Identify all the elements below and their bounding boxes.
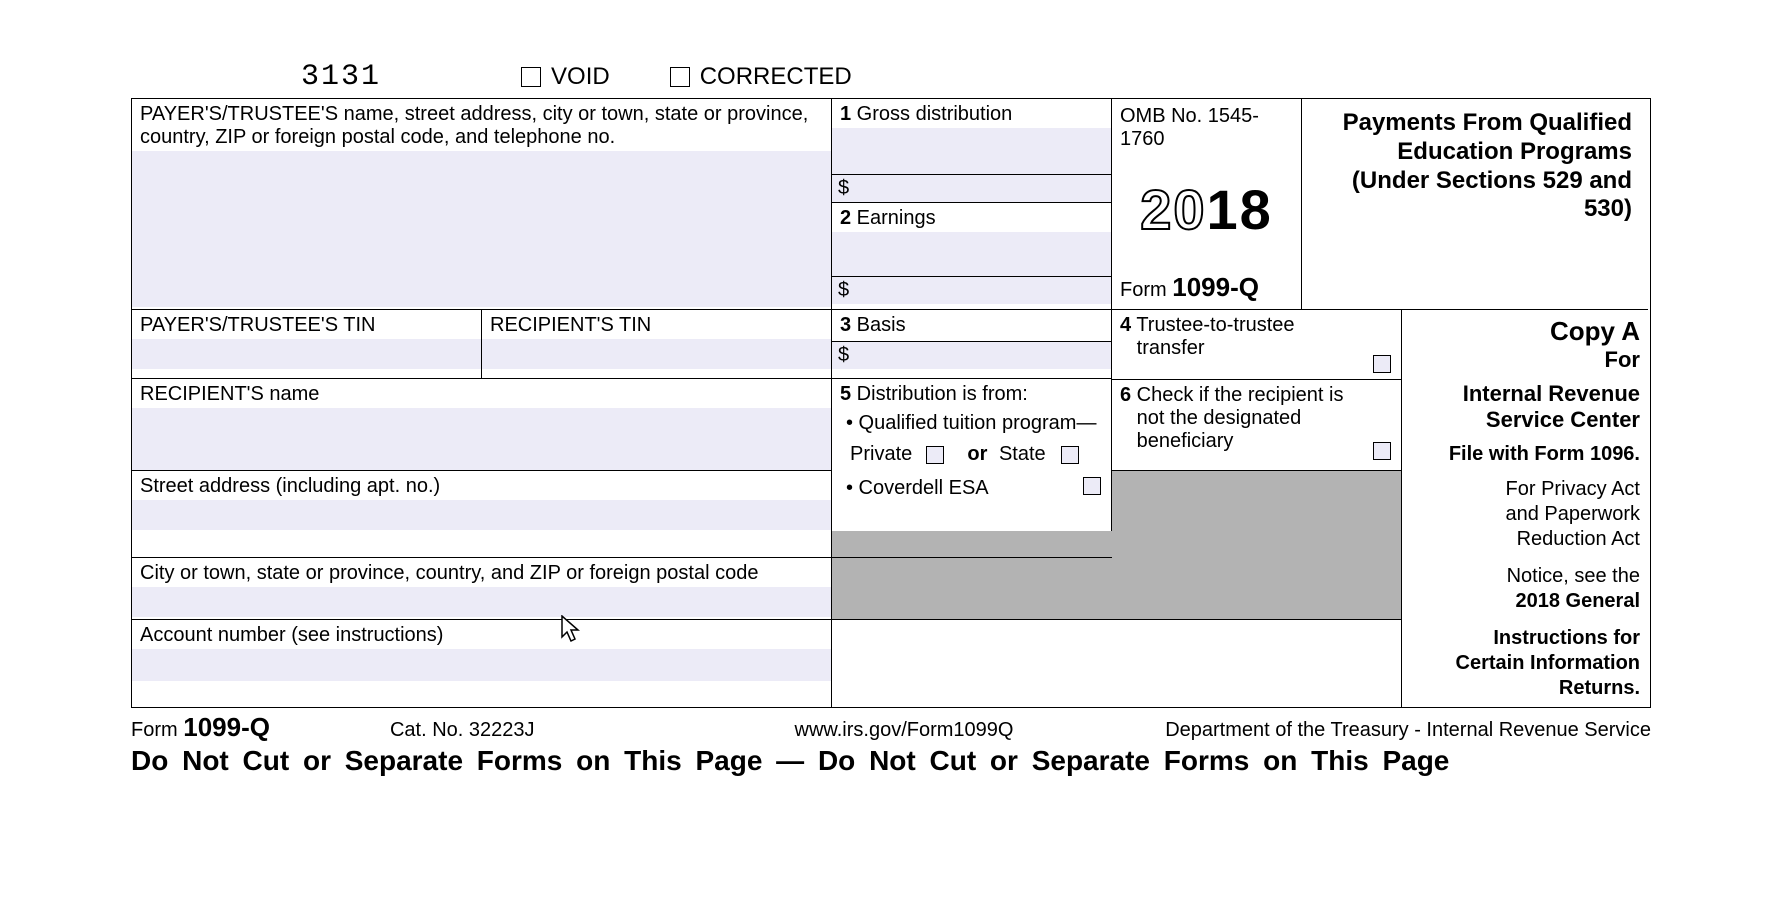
footer-form-num: 1099-Q: [183, 712, 270, 743]
box3-label: 3 Basis: [832, 310, 1111, 339]
file-with-label: File with Form 1096.: [1410, 443, 1640, 466]
instructions-text-2: Notice, see the2018 General: [1402, 558, 1648, 620]
box6-checkbox[interactable]: [1373, 442, 1391, 460]
box5-coverdell-label: • Coverdell ESA: [840, 477, 989, 499]
ocr-number: 3131: [301, 60, 381, 94]
box5-state-checkbox[interactable]: [1061, 446, 1079, 464]
box6-label: 6 Check if the recipient is not the desi…: [1120, 384, 1393, 453]
box5-private-state-row: Private or State: [840, 443, 1103, 466]
payer-address-label: PAYER'S/TRUSTEE'S name, street address, …: [132, 99, 831, 151]
void-label: VOID: [551, 63, 610, 91]
city-label: City or town, state or province, country…: [132, 558, 831, 587]
box5-label: 5 Distribution is from:: [840, 383, 1103, 406]
form-number-cell: Form 1099-Q: [1120, 272, 1293, 303]
void-checkbox[interactable]: [521, 67, 541, 87]
form-grid: PAYER'S/TRUSTEE'S name, street address, …: [131, 98, 1651, 708]
box5-private-checkbox[interactable]: [926, 446, 944, 464]
footer-url: www.irs.gov/Form1099Q: [795, 719, 1014, 742]
footer-row: Form 1099-Q Cat. No. 32223J www.irs.gov/…: [131, 708, 1651, 743]
payer-address-field[interactable]: [132, 151, 831, 307]
box4-checkbox[interactable]: [1373, 355, 1391, 373]
box1-dollar[interactable]: $: [832, 174, 1111, 202]
box3-dollar[interactable]: $: [832, 341, 1111, 369]
irs-center-label: Internal Revenue Service Center: [1410, 381, 1640, 433]
tax-year: 2018: [1120, 177, 1293, 242]
street-field[interactable]: [132, 500, 831, 530]
instructions-text-3: Instructions forCertain InformationRetur…: [1402, 620, 1648, 707]
street-label: Street address (including apt. no.): [132, 471, 831, 500]
recipient-name-label: RECIPIENT'S name: [132, 379, 831, 408]
footer-cat: Cat. No. 32223J: [390, 719, 535, 742]
payer-tin-field[interactable]: [132, 339, 481, 369]
box2-dollar[interactable]: $: [832, 276, 1111, 304]
do-not-cut-warning: Do Not Cut or Separate Forms on This Pag…: [131, 743, 1651, 777]
recipient-name-field[interactable]: [132, 408, 831, 470]
account-label: Account number (see instructions): [132, 620, 831, 649]
copy-designation: Copy A: [1410, 316, 1640, 347]
for-label: For: [1410, 347, 1640, 373]
form-1099q: 3131 VOID CORRECTED PAYER'S/TRUSTEE'S na…: [131, 60, 1651, 777]
recipient-tin-field[interactable]: [482, 339, 831, 369]
blank-lower: [832, 620, 1402, 707]
footer-dept: Department of the Treasury - Internal Re…: [1165, 719, 1651, 742]
city-field[interactable]: [132, 587, 831, 617]
corrected-label: CORRECTED: [700, 63, 852, 91]
gray-block-lower: [832, 558, 1402, 620]
recipient-tin-label: RECIPIENT'S TIN: [482, 310, 831, 339]
corrected-checkbox[interactable]: [670, 67, 690, 87]
instructions-text-1: For Privacy Actand PaperworkReduction Ac…: [1402, 471, 1648, 558]
header-row: 3131 VOID CORRECTED: [131, 60, 1651, 98]
box5-coverdell-checkbox[interactable]: [1083, 477, 1101, 495]
omb-number: OMB No. 1545-1760: [1120, 105, 1293, 151]
gray-block-box6-below: [1112, 471, 1402, 558]
box5-qtp-label: • Qualified tuition program—: [840, 412, 1103, 435]
footer-form-word: Form: [131, 719, 178, 742]
account-field[interactable]: [132, 649, 831, 681]
box1-label: 1 Gross distribution: [832, 99, 1111, 128]
box4-label: 4 Trustee-to-trustee transfer: [1120, 314, 1393, 360]
form-title: Payments From Qualified Education Progra…: [1310, 103, 1640, 230]
payer-tin-label: PAYER'S/TRUSTEE'S TIN: [132, 310, 481, 339]
box2-label: 2 Earnings: [832, 203, 1111, 232]
